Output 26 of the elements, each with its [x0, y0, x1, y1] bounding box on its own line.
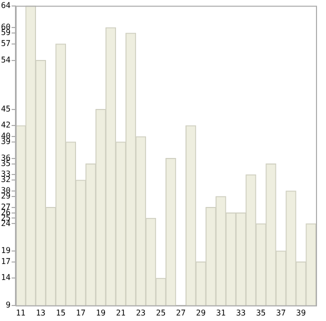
y-tick-label: 17: [0, 256, 11, 266]
x-tick-label: 39: [296, 308, 306, 318]
x-tick-label: 11: [16, 308, 26, 318]
x-tick-label: 21: [116, 308, 126, 318]
y-tick-label: 36: [0, 153, 11, 162]
x-tick-label: 17: [76, 308, 86, 318]
x-tick-label: 19: [96, 308, 106, 318]
x-tick-label: 31: [216, 308, 226, 318]
y-tick-label: 19: [0, 246, 11, 256]
y-tick-label: 39: [0, 137, 11, 146]
y-tick-label: 57: [0, 39, 11, 48]
x-tick-label: 29: [196, 308, 206, 318]
x-tick-label: 15: [56, 308, 66, 318]
y-tick-label: 42: [0, 120, 11, 130]
y-tick-label: 64: [0, 0, 11, 10]
y-tick-label: 9: [6, 300, 11, 310]
y-tick-label: 14: [0, 273, 11, 282]
y-tick-label: 54: [0, 55, 11, 64]
y-tick-label: 45: [0, 104, 11, 114]
x-tick-label: 37: [276, 308, 286, 318]
x-tick-label: 35: [256, 308, 266, 318]
x-tick-label: 13: [36, 308, 46, 318]
x-tick-label: 33: [236, 308, 246, 318]
x-tick-label: 23: [136, 308, 146, 318]
x-tick-label: 27: [176, 308, 186, 318]
x-tick-label: 25: [156, 308, 166, 318]
